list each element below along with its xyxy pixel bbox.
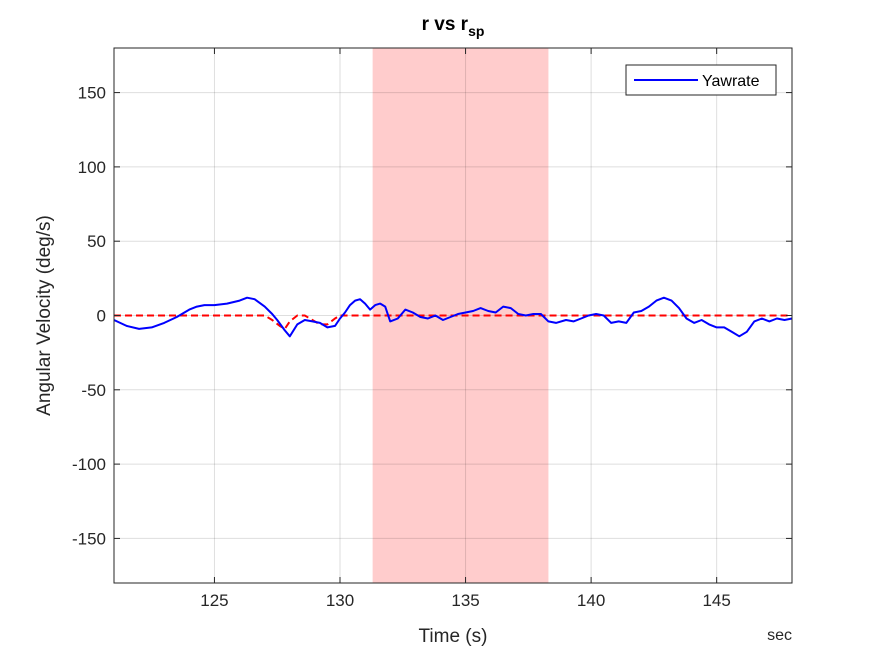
chart-title-subscript: sp [468, 23, 484, 39]
y-tick-label: 150 [78, 84, 106, 103]
legend-label-yawrate: Yawrate [702, 73, 760, 90]
x-tick-label: 140 [577, 591, 605, 610]
y-tick-label: 0 [97, 307, 106, 326]
legend: Yawrate [625, 64, 777, 96]
y-tick-label: 50 [87, 232, 106, 251]
y-tick-label: -100 [72, 455, 106, 474]
x-tick-label: 130 [326, 591, 354, 610]
axis-ticks: 125 130 135 140 145 -150 -100 -50 0 50 100 150 [72, 48, 792, 610]
x-unit-label: sec [767, 627, 792, 644]
chart-title: r vs rsp [422, 14, 485, 39]
x-tick-label: 135 [451, 591, 479, 610]
setpoint-line [114, 314, 792, 330]
x-tick-label: 145 [702, 591, 730, 610]
series-lines [113, 296, 793, 338]
chart-title-main: r vs r [422, 14, 469, 35]
x-tick-label: 125 [200, 591, 228, 610]
y-tick-label: -150 [72, 529, 106, 548]
yawrate-line [113, 296, 793, 338]
y-axis-label: Angular Velocity (deg/s) [34, 215, 55, 416]
y-tick-label: -50 [81, 381, 106, 400]
y-tick-label: 100 [78, 158, 106, 177]
x-axis-label: Time (s) [419, 626, 488, 647]
